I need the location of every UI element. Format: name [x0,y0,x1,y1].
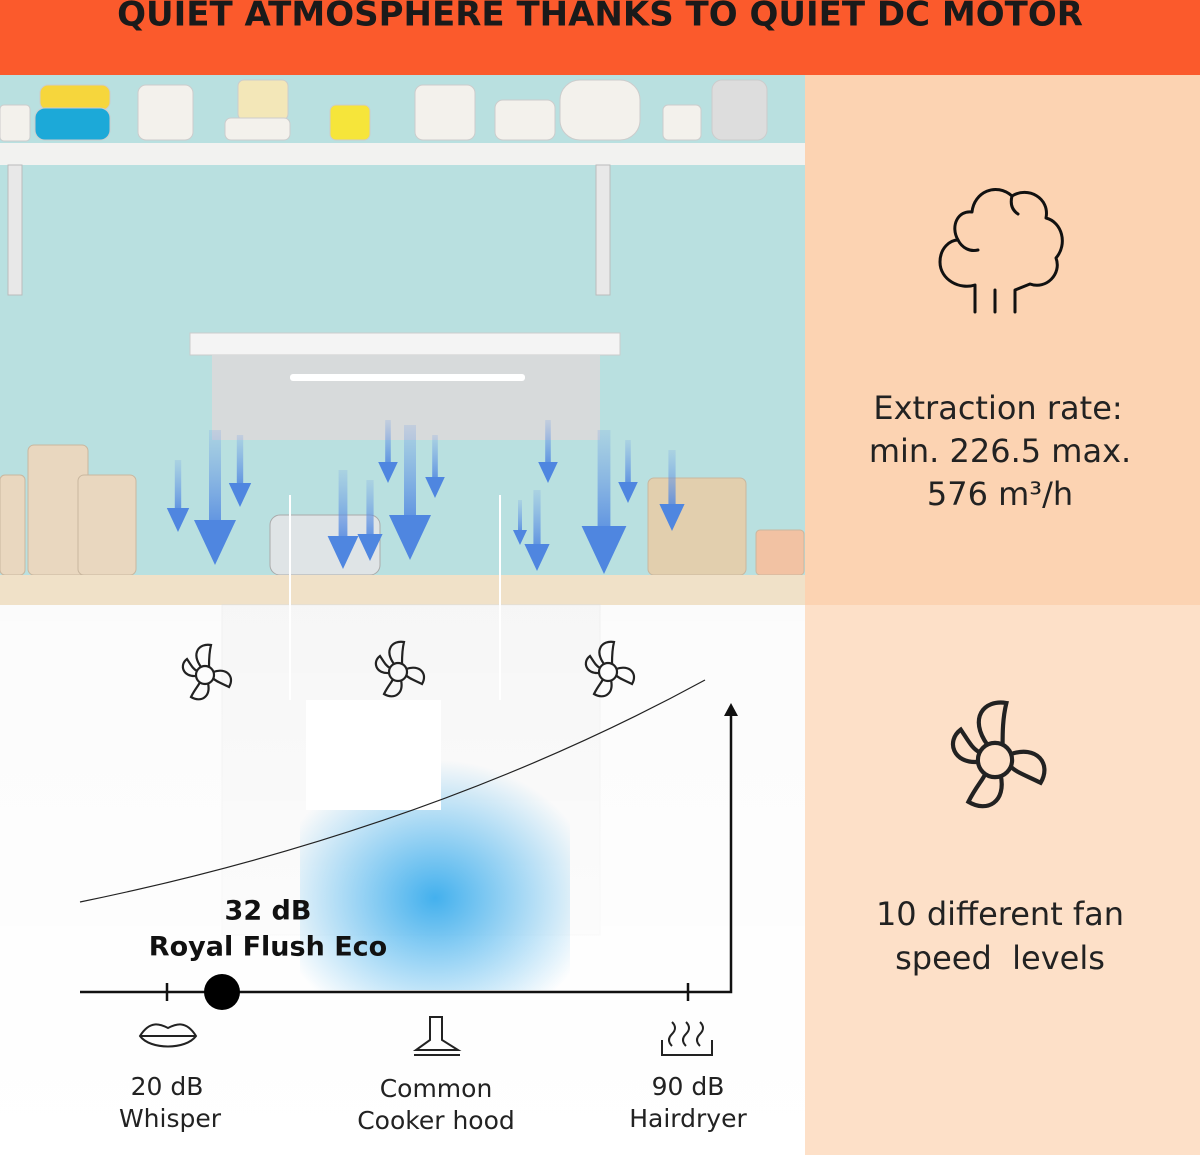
feature-line: 10 different fan [876,895,1124,933]
feature-line: speed levels [895,939,1105,977]
feature-line: min. 226.5 max. [869,432,1131,470]
shelf-brackets [7,164,611,296]
counter [0,575,805,605]
feature-text: Extraction rate: min. 226.5 max. 576 m³/… [869,389,1131,977]
airflow-lines [289,495,501,700]
marker-level: 90 dB [652,1072,725,1101]
tree-icon [938,187,1064,314]
noise-curve [79,679,706,903]
hood-light [290,374,525,381]
hood-top [189,332,621,356]
feature-panel [805,75,1200,605]
feature-line: Extraction rate: [873,389,1122,427]
towel [306,700,441,810]
highlight-name: Royal Flush Eco [149,932,387,963]
feature-line: 576 m³/h [927,475,1073,513]
header-bar [0,0,1200,75]
feature-panel [805,605,1200,1155]
header-title: QUIET ATMOSPHERE THANKS TO QUIET DC MOTO… [117,0,1083,35]
shelf [0,143,805,165]
cups [0,79,768,142]
marker-name: Hairdryer [629,1104,747,1133]
marker-name: Whisper [119,1104,222,1133]
scale-labels: 20 dB Whisper Common Cooker hood 90 dB H… [119,1072,748,1135]
marker-level: 20 dB [131,1072,204,1101]
marker-name: Common [380,1074,493,1103]
marker-name: Cooker hood [357,1106,515,1135]
highlight-level: 32 dB [225,896,312,927]
scale-axis [80,712,733,994]
scale-arrow [724,703,738,716]
scale-icons [138,1016,713,1056]
highlight-dot [204,974,240,1010]
